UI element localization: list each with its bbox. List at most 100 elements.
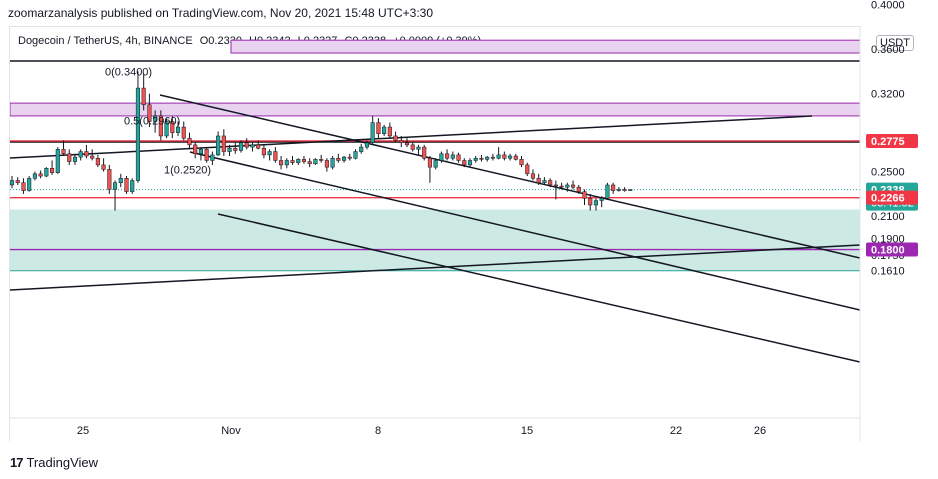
candle-body (78, 151, 83, 158)
candle-body (267, 151, 272, 156)
candle-body (153, 115, 158, 122)
candle-body (525, 164, 530, 175)
trend-line-2 (159, 94, 860, 259)
tradingview-brand: TradingView (26, 455, 99, 470)
y-tick-label: 0.2100 (871, 211, 905, 223)
candle-body (490, 156, 495, 159)
publisher-caption: zoomarzanalysis published on TradingView… (8, 6, 434, 20)
candle-body (342, 156, 347, 161)
candle-body (462, 160, 467, 166)
candle-body (187, 137, 192, 146)
candle-body (530, 173, 536, 179)
candle-body (273, 151, 278, 161)
candle-body (427, 157, 432, 168)
candle-body (193, 144, 198, 155)
candle-body (370, 122, 375, 143)
candle-body (170, 121, 175, 133)
candle-body (118, 178, 123, 183)
y-tick-label: 0.4000 (871, 0, 905, 12)
candle-body (61, 149, 66, 155)
fib-label: 0(0.3400) (105, 66, 152, 78)
candle-body (416, 146, 421, 150)
legend-symbol[interactable]: Dogecoin / TetherUS, 4h, BINANCE (18, 35, 193, 47)
candle-body (301, 159, 307, 162)
candle-body (250, 144, 255, 148)
candle-body (198, 149, 203, 155)
candle-body (95, 157, 100, 166)
candle-body (141, 87, 146, 106)
x-tick-label: 22 (670, 425, 682, 437)
candle-body (55, 149, 60, 173)
candle-body (38, 173, 43, 177)
candle-body (593, 200, 599, 206)
candle-body (233, 147, 238, 151)
candle-body (622, 189, 627, 191)
y-tick-label: 0.1610 (871, 266, 905, 278)
candle-body (450, 154, 455, 159)
candle-body (175, 126, 181, 133)
candle-body (359, 146, 364, 152)
candle-body (513, 155, 518, 160)
price-label-box (866, 190, 918, 205)
candle-body (238, 142, 244, 151)
trend-line-0 (10, 115, 813, 159)
candle-body (445, 153, 450, 159)
candle-body (439, 153, 444, 161)
candle-body (404, 142, 410, 146)
zone-purple-1 (10, 102, 860, 117)
fib-label: 0.5(0.2960) (124, 115, 180, 127)
candle-body (72, 156, 78, 162)
candle-body (216, 135, 221, 156)
candle-body (422, 146, 427, 159)
candle-body (628, 189, 633, 191)
candle-body (479, 157, 484, 160)
candle-body (553, 184, 558, 187)
candle-body (353, 151, 358, 159)
candle-body (456, 154, 461, 161)
y-tick-label: 0.3200 (871, 89, 905, 101)
candle-body (210, 154, 215, 161)
candle-body (496, 154, 501, 159)
candle-body (158, 115, 163, 137)
candle-body (204, 149, 209, 161)
candle-body (227, 147, 232, 152)
candle-body (147, 104, 152, 122)
candle-body (113, 182, 118, 190)
candle-body (296, 159, 301, 163)
tradingview-logo-icon: 17 (10, 455, 24, 470)
price-label-text: 0.2775 (871, 136, 905, 148)
candle-body (393, 135, 398, 141)
candle-body (135, 87, 140, 181)
candle-body (588, 198, 593, 206)
candle-body (313, 159, 318, 165)
x-tick-label: 8 (375, 425, 381, 437)
candle-body (101, 164, 106, 170)
y-tick-label: 0.2500 (871, 167, 905, 179)
candle-body (473, 157, 478, 161)
candle-body (15, 180, 20, 183)
candle-body (290, 160, 295, 163)
candle-body (307, 161, 312, 165)
candle-body (542, 180, 547, 183)
candle-body (433, 160, 438, 168)
candle-body (571, 184, 576, 188)
candle-body (548, 180, 553, 186)
currency-button[interactable]: USDT (876, 35, 914, 51)
trend-line-3 (189, 151, 860, 311)
candle-body (130, 180, 135, 192)
candle-body (382, 126, 387, 134)
candle-body (164, 121, 169, 137)
price-label-text: 0.2266 (871, 193, 905, 205)
candle-body (330, 157, 335, 168)
price-label-box (866, 133, 918, 148)
candle-body (536, 178, 541, 183)
candle-body (508, 155, 513, 159)
candle-body (467, 160, 473, 166)
candle-body (376, 122, 381, 134)
candle-body (284, 160, 289, 166)
candle-body (336, 157, 341, 161)
candle-body (364, 142, 369, 148)
x-tick-label: Nov (221, 425, 241, 437)
tradingview-footer[interactable]: 17 TradingView (10, 455, 98, 470)
